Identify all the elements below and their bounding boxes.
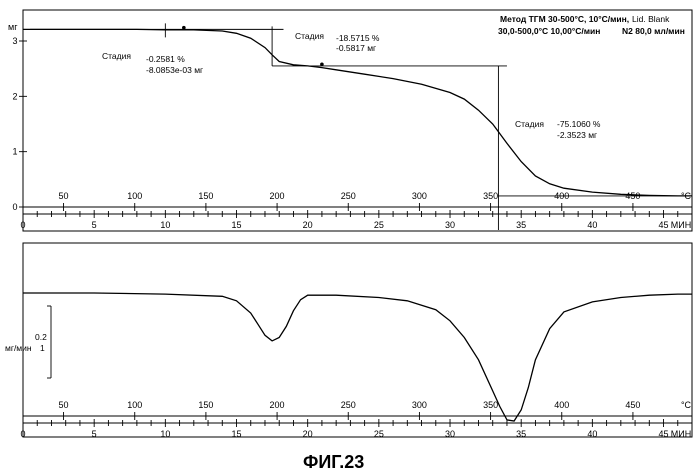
- tga-time-tick-label: 45: [659, 220, 669, 230]
- dtg-time-tick-label: 0: [20, 429, 25, 439]
- dtg-time-tick-label: 30: [445, 429, 455, 439]
- tga-y-tick-label: 2: [12, 91, 17, 101]
- dtg-time-tick-label: 45: [659, 429, 669, 439]
- dtg-temp-tick-label: 450: [625, 400, 640, 410]
- dtg-panel: 0.2 мг/мин 1 50100150200250300350400450°…: [5, 243, 692, 439]
- dtg-scale-value: 0.2: [35, 332, 47, 342]
- tga-time-tick-label: 0: [20, 220, 25, 230]
- tga-time-unit: МИН: [671, 220, 691, 230]
- step-1-annotation: Стадия -0.2581 % -8.0853e-03 мг: [102, 51, 203, 75]
- tga-temp-tick-label: 150: [198, 191, 213, 201]
- header-method: Метод ТГМ 30-500°C, 10°C/мин,: [500, 14, 629, 24]
- tga-temp-tick-label: 350: [483, 191, 498, 201]
- step-3-label: Стадия: [515, 119, 544, 129]
- dtg-temp-tick-label: 350: [483, 400, 498, 410]
- tga-temp-tick-label: 300: [412, 191, 427, 201]
- header-gas: N2 80,0 мл/мин: [622, 26, 685, 36]
- tga-time-axis: 0 5 10 15 20 25 30 35 40 45МИН: [20, 210, 692, 230]
- tga-y-tick-label: 0: [12, 202, 17, 212]
- dtg-temp-tick-label: 200: [270, 400, 285, 410]
- tga-temp-tick-label: 200: [270, 191, 285, 201]
- tga-time-tick-label: 40: [587, 220, 597, 230]
- tga-panel: Метод ТГМ 30-500°C, 10°C/мин, Lid. Blank…: [8, 10, 692, 231]
- step-3-percent: -75.1060 %: [557, 119, 601, 129]
- dtg-temperature-axis: 50 100 150 200 250 300 350 400 450 °C: [23, 400, 692, 420]
- step-1-percent: -0.2581 %: [146, 54, 185, 64]
- dtg-temp-tick-label: 250: [341, 400, 356, 410]
- dtg-temp-tick-label: 50: [59, 400, 69, 410]
- header-range: 30,0-500,0°C 10,00°C/мин: [498, 26, 600, 36]
- dtg-temp-tick-label: 300: [412, 400, 427, 410]
- dtg-time-tick-label: 5: [92, 429, 97, 439]
- dtg-curve: [23, 293, 692, 421]
- step-2-percent: -18.5715 %: [336, 33, 380, 43]
- tga-time-tick-label: 10: [160, 220, 170, 230]
- step-2-point: [320, 62, 324, 66]
- tga-y-tick-label: 1: [12, 147, 17, 157]
- tga-temp-tick-label: 250: [341, 191, 356, 201]
- dtg-time-tick-label: 15: [232, 429, 242, 439]
- step-3-mass: -2.3523 мг: [557, 130, 597, 140]
- dtg-temp-tick-label: 150: [198, 400, 213, 410]
- tga-temp-tick-label: 100: [127, 191, 142, 201]
- tga-y-tick-label: 3: [12, 36, 17, 46]
- step-1-mass: -8.0853e-03 мг: [146, 65, 203, 75]
- dtg-ylabel-unit: мг/мин: [5, 343, 32, 353]
- dtg-ylabel-power: 1: [40, 343, 45, 353]
- tga-time-tick-label: 20: [303, 220, 313, 230]
- dtg-temp-unit: °C: [681, 400, 692, 410]
- dtg-frame: [23, 243, 692, 437]
- step-2-mass: -0.5817 мг: [336, 43, 376, 53]
- tga-temp-tick-label: 400: [554, 191, 569, 201]
- step-3-annotation: Стадия -75.1060 % -2.3523 мг: [515, 119, 601, 140]
- dtg-time-tick-label: 25: [374, 429, 384, 439]
- dtg-time-unit: МИН: [671, 429, 691, 439]
- step-1-point: [182, 26, 186, 30]
- tga-temperature-axis: 50 100 150 200 250 300 350 400 450 °C: [23, 191, 692, 211]
- step-2-annotation: Стадия -18.5715 % -0.5817 мг: [295, 31, 380, 53]
- header-lid: Lid. Blank: [632, 14, 670, 24]
- step-1-label: Стадия: [102, 51, 131, 61]
- tga-temp-tick-label: 450: [625, 191, 640, 201]
- dtg-time-axis: 0 5 10 15 20 25 30 35 40 45МИН: [20, 419, 692, 439]
- dtg-time-tick-label: 35: [516, 429, 526, 439]
- dtg-time-tick-label: 10: [160, 429, 170, 439]
- dtg-time-tick-label: 20: [303, 429, 313, 439]
- tga-time-tick-label: 30: [445, 220, 455, 230]
- tga-temp-tick-label: 50: [59, 191, 69, 201]
- dtg-temp-tick-label: 400: [554, 400, 569, 410]
- dtg-temp-tick-label: 100: [127, 400, 142, 410]
- tga-time-tick-label: 5: [92, 220, 97, 230]
- tga-time-tick-label: 25: [374, 220, 384, 230]
- step-2-label: Стадия: [295, 31, 324, 41]
- tga-temp-unit: °C: [681, 191, 692, 201]
- tga-time-tick-label: 15: [232, 220, 242, 230]
- dtg-time-tick-label: 40: [587, 429, 597, 439]
- tga-y-ticks: 0 1 2 3: [12, 36, 27, 212]
- tga-time-tick-label: 35: [516, 220, 526, 230]
- tga-ylabel: мг: [8, 22, 18, 32]
- figure-caption: ФИГ.23: [303, 452, 364, 472]
